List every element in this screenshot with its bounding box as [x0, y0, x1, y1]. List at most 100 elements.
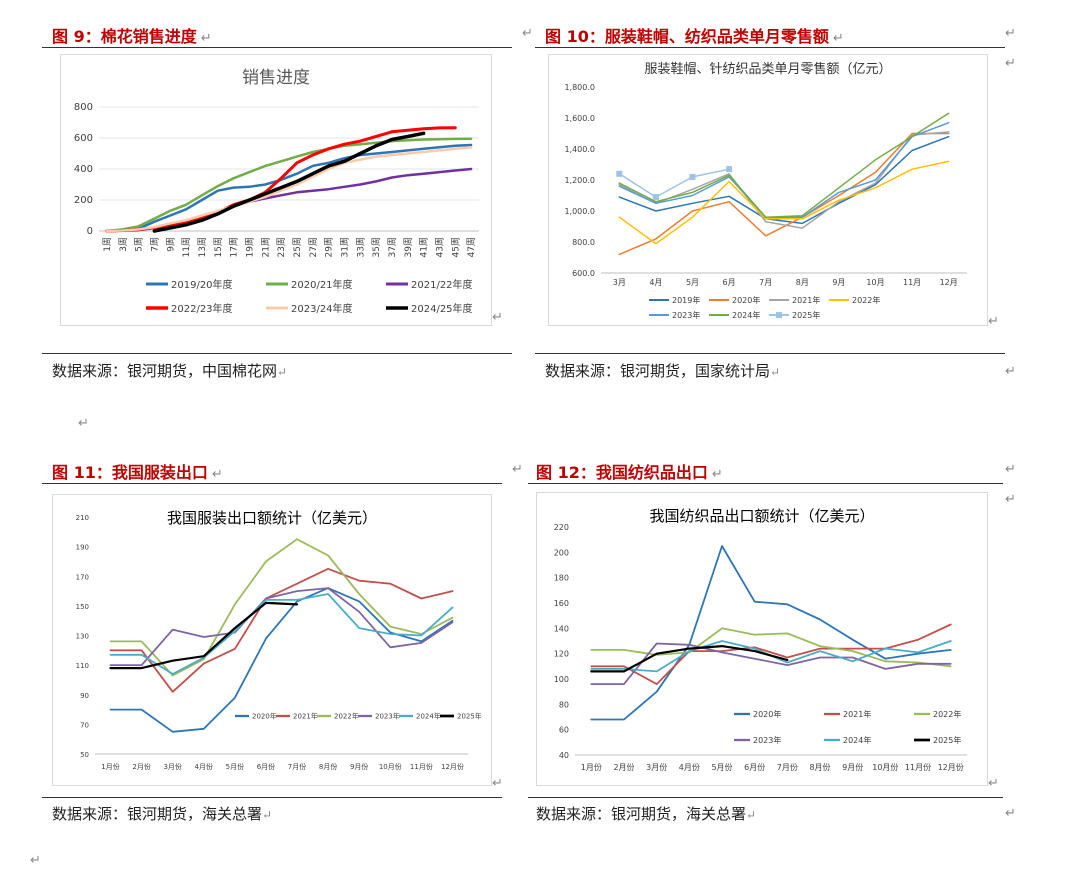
y-tick-label: 220	[554, 523, 569, 532]
x-tick-label: 1周	[102, 237, 113, 252]
series-line	[152, 131, 426, 233]
figure-10-source: 数据来源：银河期货，国家统计局↵	[545, 360, 780, 381]
x-tick-label: 17周	[229, 237, 240, 257]
chart-title: 服装鞋帽、针纺织品类单月零售额（亿元）	[644, 61, 891, 77]
return-mark: ↵	[512, 462, 523, 477]
legend-label: 2021年	[843, 709, 871, 719]
return-mark: ↵	[1005, 806, 1016, 821]
return-mark: ↵	[200, 31, 212, 46]
x-tick-label: 31周	[339, 237, 350, 257]
legend-label: 2022/23年度	[171, 302, 233, 315]
x-tick-label: 5月	[686, 278, 699, 287]
return-mark: ↵	[30, 853, 41, 868]
x-tick-label: 5月份	[711, 762, 732, 772]
x-tick-label: 11月	[903, 278, 921, 287]
legend-marker	[776, 312, 782, 318]
return-mark: ↵	[711, 467, 723, 482]
figure-11-source-text: 数据来源：银河期货，海关总署	[52, 805, 263, 823]
x-tick-label: 9周	[165, 237, 176, 252]
figure-9-title: 图 9：棉花销售进度 ↵	[52, 23, 212, 47]
x-tick-label: 10月	[866, 278, 884, 287]
legend-label: 2023/24年度	[291, 302, 353, 315]
return-mark: ↵	[211, 467, 223, 482]
x-tick-label: 25周	[292, 237, 303, 257]
x-tick-label: 12月份	[441, 762, 464, 771]
figure-10-title: 图 10：服装鞋帽、纺织品类单月零售额 ↵	[545, 23, 844, 47]
legend-label: 2023年	[753, 735, 781, 745]
return-mark: ↵	[1005, 364, 1016, 379]
figure-9-bottom-rule	[42, 353, 512, 354]
y-tick-label: 50	[80, 751, 89, 759]
figure-12-source: 数据来源：银河期货，海关总署↵	[536, 803, 756, 824]
x-tick-label: 10月份	[379, 762, 402, 771]
x-tick-label: 9月份	[350, 762, 368, 771]
return-mark: ↵	[277, 365, 288, 379]
y-tick-label: 210	[76, 514, 89, 522]
legend-label: 2023年	[672, 310, 700, 320]
y-tick-label: 120	[554, 650, 569, 659]
figure-11-source: 数据来源：银河期货，海关总署↵	[52, 803, 272, 824]
chart-12-frame: 我国纺织品出口额统计（亿美元） 40 60 80 100 120 140 160 180 200 2…	[536, 492, 988, 786]
y-tick-label: 800	[74, 102, 93, 113]
x-tick-label: 12月份	[938, 762, 964, 772]
legend-label: 2024年	[843, 735, 871, 745]
chart-title: 我国纺织品出口额统计（亿美元）	[649, 507, 874, 525]
figure-9-source: 数据来源：银河期货，中国棉花网↵	[52, 360, 287, 381]
x-tick-label: 27周	[308, 237, 319, 257]
y-tick-label: 110	[76, 662, 89, 670]
y-tick-label: 150	[76, 603, 89, 611]
x-tick-label: 1月份	[581, 762, 602, 772]
x-tick-label: 3月份	[163, 762, 181, 771]
x-tick-label: 2月份	[132, 762, 150, 771]
legend-label: 2022年	[933, 709, 961, 719]
figure-10-top-rule	[535, 47, 1005, 48]
figure-10-title-text: 图 10：服装鞋帽、纺织品类单月零售额	[545, 27, 829, 46]
figure-11-top-rule	[42, 483, 502, 484]
x-tick-label: 8月	[796, 278, 809, 287]
x-tick-label: 1月份	[101, 762, 119, 771]
figure-10-source-text: 数据来源：银河期货，国家统计局	[545, 362, 771, 380]
y-tick-label: 90	[80, 692, 89, 700]
return-mark: ↵	[262, 808, 273, 822]
data-point	[689, 173, 696, 180]
return-mark: ↵	[1005, 492, 1016, 507]
y-tick-label: 160	[554, 599, 569, 608]
series-line	[109, 587, 454, 733]
series-line	[109, 587, 454, 666]
legend-label: 2022年	[852, 295, 880, 305]
chart-11-svg: 我国服装出口额统计（亿美元） 50 70 90 110 130 150 170 190 210 1月…	[76, 509, 482, 771]
figure-9-top-rule	[42, 47, 512, 48]
x-tick-label: 41周	[419, 237, 430, 257]
chart-title: 销售进度	[242, 68, 310, 88]
series-line	[105, 143, 473, 233]
series-line	[618, 160, 950, 245]
y-tick-label: 1,600.0	[564, 114, 595, 123]
y-tick-label: 140	[554, 624, 569, 633]
y-tick-label: 1,200.0	[564, 176, 595, 185]
figure-12-title: 图 12：我国纺织品出口 ↵	[536, 459, 723, 483]
x-tick-label: 11月份	[905, 762, 931, 772]
x-tick-label: 4月	[649, 278, 662, 287]
legend-label: 2025年	[933, 735, 961, 745]
legend-label: 2020年	[252, 712, 277, 721]
return-mark: ↵	[988, 314, 999, 329]
series-line	[105, 146, 473, 233]
x-tick-label: 15周	[213, 237, 224, 257]
x-tick-label: 11月份	[410, 762, 433, 771]
legend-label: 2024年	[732, 310, 760, 320]
chart-12-svg: 我国纺织品出口额统计（亿美元） 40 60 80 100 120 140 160 180 200 2…	[554, 507, 967, 772]
x-tick-label: 35周	[371, 237, 382, 257]
y-tick-label: 130	[76, 633, 89, 641]
x-tick-label: 3月	[613, 278, 626, 287]
return-mark: ↵	[1005, 462, 1016, 477]
series-line	[105, 137, 473, 233]
y-tick-label: 600.0	[572, 269, 595, 278]
x-tick-label: 10月份	[872, 762, 898, 772]
y-tick-label: 400	[74, 164, 93, 175]
legend-label: 2019年	[672, 295, 700, 305]
data-point	[726, 166, 733, 173]
x-tick-label: 4月份	[679, 762, 700, 772]
y-tick-label: 40	[559, 751, 569, 760]
legend-label: 2019/20年度	[171, 278, 233, 291]
x-tick-label: 5周	[134, 237, 145, 252]
